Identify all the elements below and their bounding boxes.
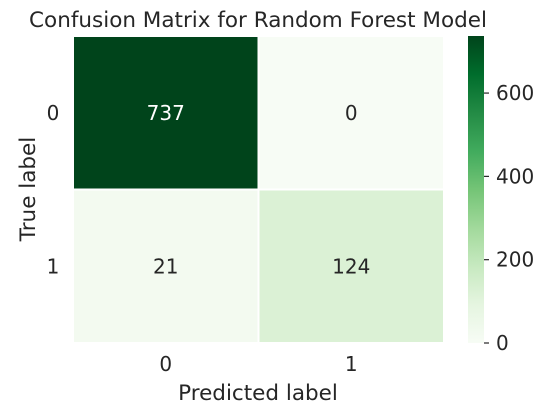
colorbar-tick-label-3: 600 bbox=[496, 81, 534, 105]
heatmap-cell-1-1 bbox=[257, 188, 445, 344]
heatmap-cell-1-0 bbox=[72, 188, 260, 344]
y-tick-label-0: 0 bbox=[47, 101, 60, 125]
x-axis-label: Predicted label bbox=[178, 381, 338, 406]
cell-value-label-1-0: 21 bbox=[153, 254, 178, 278]
colorbar-tick-label-0: 0 bbox=[496, 331, 509, 355]
cell-value-label-0-1: 0 bbox=[345, 101, 358, 125]
x-tick-label-0: 0 bbox=[159, 352, 172, 376]
heatmap-cells bbox=[72, 35, 445, 344]
y-tick-label-1: 1 bbox=[47, 254, 60, 278]
cell-value-label-1-1: 124 bbox=[332, 254, 370, 278]
colorbar-ticks: 0 200 400 600 bbox=[484, 81, 534, 355]
colorbar-tick-label-2: 400 bbox=[496, 164, 534, 188]
cell-value-label-0-0: 737 bbox=[147, 101, 185, 125]
x-tick-label-1: 1 bbox=[345, 352, 358, 376]
colorbar-tick-label-1: 200 bbox=[496, 248, 534, 272]
heatmap-cell-labels: 737 0 21 124 bbox=[147, 101, 371, 279]
y-axis-label: True label bbox=[16, 137, 41, 243]
y-axis-ticks: 01 bbox=[47, 101, 60, 279]
heatmap-cell-0-0 bbox=[72, 35, 260, 191]
heatmap-cell-0-1 bbox=[257, 35, 445, 191]
colorbar bbox=[468, 36, 484, 343]
chart-title: Confusion Matrix for Random Forest Model bbox=[29, 8, 487, 33]
